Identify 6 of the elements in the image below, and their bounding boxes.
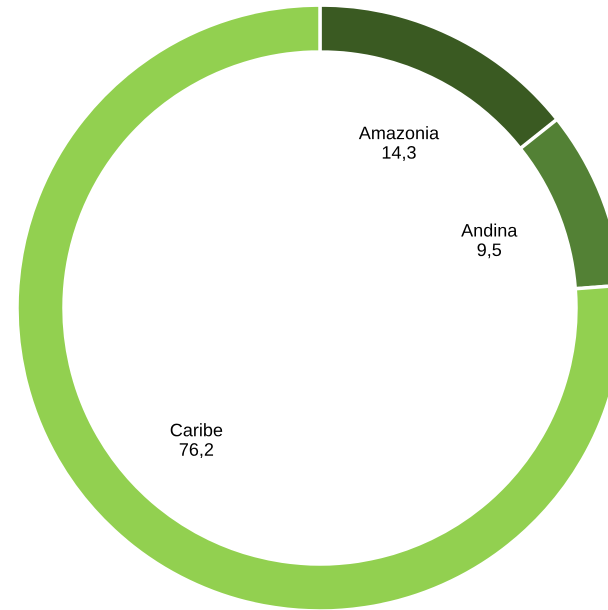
slice-label: Andina <box>461 223 518 237</box>
slice-label: Amazonia <box>358 126 440 140</box>
data-label: 76,2 <box>180 443 214 458</box>
data-label: 9,5 <box>478 243 502 258</box>
slice-label: Caribe <box>170 423 222 436</box>
data-label: 14,3 <box>382 146 416 161</box>
